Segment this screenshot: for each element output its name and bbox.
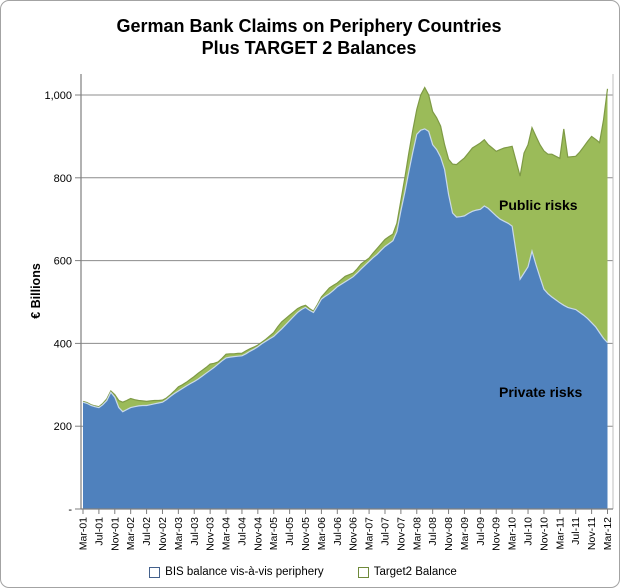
svg-text:Nov-05: Nov-05 [300, 517, 312, 551]
chart-legend: BIS balance vis-à-vis periphery Target2 … [1, 566, 605, 578]
svg-text:400: 400 [54, 338, 72, 350]
svg-text:Mar-04: Mar-04 [221, 517, 233, 550]
svg-text:200: 200 [54, 421, 72, 433]
svg-text:Nov-10: Nov-10 [538, 517, 550, 551]
svg-text:Mar-08: Mar-08 [411, 517, 423, 550]
svg-text:Mar-05: Mar-05 [268, 517, 280, 550]
svg-text:1,000: 1,000 [44, 90, 72, 102]
legend-label-bis: BIS balance vis-à-vis periphery [165, 566, 324, 578]
chart-title: German Bank Claims on Periphery Countrie… [3, 15, 615, 59]
svg-text:Nov-08: Nov-08 [443, 517, 455, 551]
blue-series-swatch-icon [149, 566, 161, 578]
legend-item-bis: BIS balance vis-à-vis periphery [149, 566, 324, 578]
svg-text:Nov-11: Nov-11 [586, 517, 598, 550]
svg-text:Nov-01: Nov-01 [109, 517, 121, 551]
annotation-private-risks: Private risks [499, 384, 583, 400]
svg-text:Mar-09: Mar-09 [459, 517, 471, 550]
svg-text:Mar-03: Mar-03 [173, 517, 185, 550]
svg-text:Jul-11: Jul-11 [570, 517, 582, 545]
svg-text:Jul-06: Jul-06 [332, 517, 344, 546]
chart-title-line2: Plus TARGET 2 Balances [201, 38, 417, 58]
svg-text:Jul-01: Jul-01 [93, 517, 105, 546]
svg-text:Nov-06: Nov-06 [348, 517, 360, 551]
svg-text:Jul-02: Jul-02 [141, 517, 153, 546]
svg-text:600: 600 [54, 256, 72, 268]
svg-text:Mar-12: Mar-12 [602, 517, 614, 550]
svg-text:Jul-08: Jul-08 [427, 517, 439, 546]
svg-text:Mar-07: Mar-07 [364, 517, 376, 550]
svg-text:Nov-07: Nov-07 [395, 517, 407, 551]
green-series-swatch-icon [357, 566, 369, 578]
svg-text:€ Billions: € Billions [29, 263, 43, 319]
svg-text:Nov-04: Nov-04 [252, 517, 264, 551]
svg-text:Jul-09: Jul-09 [475, 517, 487, 546]
svg-text:Jul-07: Jul-07 [379, 517, 391, 546]
svg-text:-: - [68, 504, 72, 516]
svg-text:Jul-05: Jul-05 [284, 517, 296, 546]
annotation-public-risks: Public risks [499, 197, 578, 213]
svg-text:800: 800 [54, 173, 72, 185]
chart-title-line1: German Bank Claims on Periphery Countrie… [116, 16, 502, 36]
svg-text:Nov-03: Nov-03 [205, 517, 217, 551]
svg-text:Mar-02: Mar-02 [125, 517, 137, 550]
svg-text:Mar-10: Mar-10 [507, 517, 519, 550]
svg-text:Mar-11: Mar-11 [554, 517, 566, 550]
svg-text:Jul-03: Jul-03 [189, 517, 201, 546]
svg-text:Jul-10: Jul-10 [523, 517, 535, 546]
svg-text:Mar-06: Mar-06 [316, 517, 328, 550]
legend-label-target2: Target2 Balance [373, 566, 457, 578]
svg-text:Nov-09: Nov-09 [491, 517, 503, 551]
svg-text:Jul-04: Jul-04 [236, 517, 248, 546]
svg-text:Nov-02: Nov-02 [157, 517, 169, 551]
svg-text:Mar-01: Mar-01 [78, 517, 90, 550]
legend-item-target2: Target2 Balance [357, 566, 457, 578]
